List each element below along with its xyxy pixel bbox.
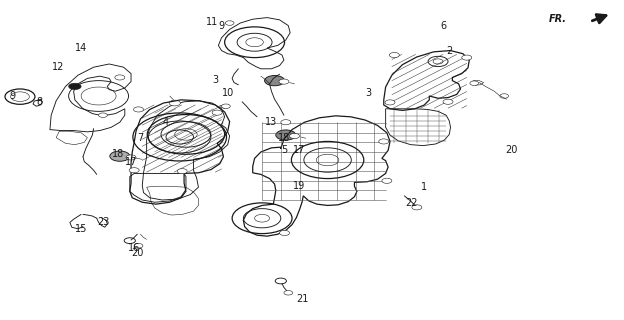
Text: 9: 9 (218, 20, 225, 31)
Circle shape (284, 291, 293, 295)
Circle shape (169, 100, 180, 106)
Text: 20: 20 (131, 248, 144, 258)
Text: 20: 20 (505, 145, 518, 156)
Text: 16: 16 (128, 243, 140, 253)
Circle shape (500, 94, 509, 98)
Text: 5: 5 (281, 145, 287, 156)
Circle shape (69, 83, 81, 90)
Circle shape (382, 178, 392, 183)
Circle shape (110, 151, 130, 161)
Text: 4: 4 (162, 116, 168, 127)
Circle shape (470, 81, 479, 85)
Circle shape (379, 139, 389, 144)
Text: 12: 12 (52, 62, 64, 72)
Circle shape (279, 79, 289, 84)
Text: 8: 8 (36, 97, 42, 108)
Circle shape (212, 110, 222, 115)
Text: 7: 7 (137, 132, 144, 143)
Circle shape (225, 21, 234, 25)
Circle shape (115, 75, 125, 80)
Circle shape (385, 100, 395, 105)
Circle shape (265, 76, 285, 86)
Text: 1: 1 (421, 182, 427, 192)
Circle shape (281, 120, 291, 125)
Text: FR.: FR. (548, 14, 567, 24)
Text: 17: 17 (125, 156, 137, 167)
Text: 3: 3 (212, 75, 218, 85)
Circle shape (290, 133, 300, 139)
Text: 9: 9 (9, 91, 16, 101)
Text: 17: 17 (293, 145, 306, 156)
Text: 2: 2 (446, 46, 452, 56)
Circle shape (280, 230, 290, 236)
Text: 23: 23 (97, 217, 109, 228)
Text: 21: 21 (296, 294, 309, 304)
Circle shape (177, 169, 187, 174)
Circle shape (99, 113, 107, 117)
Circle shape (412, 205, 422, 210)
Text: 11: 11 (206, 17, 218, 28)
Text: 19: 19 (293, 180, 306, 191)
Text: 18: 18 (112, 148, 125, 159)
Text: 3: 3 (365, 88, 371, 98)
Text: 10: 10 (222, 88, 234, 98)
Circle shape (134, 244, 143, 248)
Text: 15: 15 (75, 224, 87, 234)
Circle shape (129, 168, 139, 173)
Circle shape (389, 52, 399, 58)
Circle shape (276, 130, 296, 140)
Text: 18: 18 (278, 132, 290, 143)
Circle shape (462, 55, 472, 60)
Circle shape (443, 99, 453, 104)
Circle shape (134, 107, 144, 112)
Text: 13: 13 (265, 116, 278, 127)
Text: 6: 6 (440, 20, 446, 31)
Circle shape (126, 155, 136, 160)
Text: 22: 22 (406, 198, 418, 208)
Text: 14: 14 (75, 43, 87, 53)
Circle shape (222, 104, 230, 108)
